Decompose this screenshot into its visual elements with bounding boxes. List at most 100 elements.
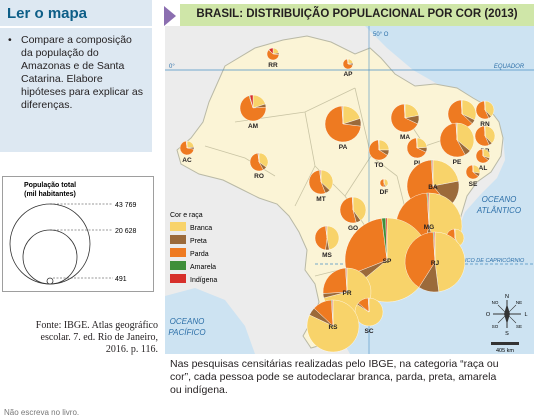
pie-rr: RR: [266, 47, 280, 69]
note-text: Nas pesquisas censitárias realizadas pel…: [170, 358, 499, 396]
color-legend: Cor e raça Branca Preta Parda Amarela Indíge…: [168, 208, 228, 292]
map-svg: EQUADOR 0° 50° O TRÓPICO DE CAPRICÓRNIO …: [165, 26, 534, 354]
atlantic-label-1: OCEANO: [482, 195, 517, 204]
pie-df: DF: [379, 178, 389, 196]
size-value-medium: 20 628: [115, 228, 137, 235]
zero-degree-label: 0°: [169, 64, 175, 70]
pie-slice-rs-indígena: [331, 299, 334, 327]
pie-mt: MT: [308, 169, 334, 203]
state-label-rs: RS: [328, 324, 338, 331]
pie-slice-rj-indígena: [433, 231, 436, 263]
color-legend-title: Cor e raça: [170, 212, 203, 219]
pie-slice-pe-indígena: [456, 122, 458, 141]
state-label-to: TO: [375, 162, 384, 169]
state-label-go: GO: [348, 225, 358, 232]
pie-am: AM: [239, 94, 267, 130]
color-legend-items: Branca Preta Parda Amarela Indígena: [170, 222, 217, 284]
pie-slice-rn-branca: [484, 100, 495, 117]
pie-ms: MS: [314, 225, 340, 259]
state-label-pr: PR: [342, 290, 351, 297]
pie-ro: RO: [249, 152, 269, 180]
pie-slice-ma-parda: [390, 103, 418, 133]
legend-swatch-indígena: [170, 274, 186, 283]
legend-label-amarela: Amarela: [190, 264, 216, 271]
compass-se: SE: [516, 324, 522, 329]
pie-slice-am-parda: [239, 95, 267, 122]
pie-slice-rj-branca: [434, 231, 466, 292]
pie-slice-ms-parda: [314, 225, 328, 251]
size-circle-large: [9, 203, 91, 285]
pie-pe: PE: [439, 122, 475, 166]
pie-slice-to-parda: [368, 139, 388, 161]
state-label-rn: RN: [480, 121, 490, 128]
pie-to: TO: [368, 139, 390, 169]
pie-ma: MA: [390, 103, 420, 141]
state-label-sc: SC: [364, 328, 373, 335]
compass-no: NO: [492, 300, 499, 305]
tropic-label: TRÓPICO DE CAPRICÓRNIO: [450, 257, 525, 264]
state-label-se: SE: [469, 181, 478, 188]
pie-slice-pb-branca: [484, 125, 496, 144]
compass-n: N: [505, 294, 509, 300]
pie-slice-pb-parda: [474, 125, 490, 147]
footer-text: Não escreva no livro.: [4, 408, 80, 417]
pie-slice-am-indígena: [249, 94, 254, 109]
scale-bar: 405 km: [491, 342, 519, 354]
compass-ne: NE: [516, 300, 522, 305]
read-map-title: Ler o mapa: [7, 5, 88, 22]
pie-slice-pe-branca: [456, 122, 475, 152]
pacific-ocean: [165, 288, 255, 354]
pie-slice-pr-parda: [322, 267, 348, 294]
pacific-label-2: PACÍFICO: [168, 328, 205, 337]
legend-swatch-branca: [170, 222, 186, 231]
pie-rs: RS: [306, 299, 360, 353]
state-label-al: AL: [479, 165, 488, 172]
size-legend-svg: População total (mil habitantes) 43 769 …: [9, 182, 137, 285]
pie-slice-ms-indígena: [326, 225, 328, 239]
pie-slice-go-parda: [339, 196, 357, 224]
state-pies: RRAPAMPAMACERNPBPEALSEPIACROTOBAMTDFGOMG…: [179, 47, 496, 353]
pie-slice-al-parda: [475, 148, 489, 164]
pie-slice-mt-branca: [320, 169, 334, 191]
pie-pi: PI: [406, 137, 428, 167]
legend-label-preta: Preta: [190, 238, 207, 245]
pie-slice-rr-indígena: [268, 47, 274, 55]
legend-swatch-amarela: [170, 261, 186, 270]
pie-slice-se-parda: [465, 164, 479, 180]
pie-slice-ce-parda: [447, 99, 473, 129]
state-label-ma: MA: [400, 134, 410, 141]
pie-rn: RN: [475, 100, 495, 128]
state-label-pe: PE: [453, 159, 462, 166]
compass-l: L: [524, 312, 527, 318]
pie-slice-pa-indígena: [342, 105, 344, 125]
brazil-map: EQUADOR 0° 50° O TRÓPICO DE CAPRICÓRNIO …: [165, 26, 534, 354]
pie-al: AL: [475, 148, 491, 172]
pie-slice-ro-indígena: [258, 152, 260, 163]
state-label-am: AM: [248, 123, 258, 130]
map-title: BRASIL: DISTRIBUIÇÃO POPULACIONAL POR CO…: [196, 8, 518, 20]
lon50-label: 50° O: [373, 32, 389, 38]
pie-go: GO: [339, 196, 367, 232]
legend-label-indígena: Indígena: [190, 277, 217, 284]
pie-ap: AP: [342, 58, 354, 78]
pie-slice-sp-indígena: [385, 217, 388, 261]
legend-label-parda: Parda: [190, 251, 209, 258]
pie-slice-pe-parda: [439, 122, 466, 158]
pie-slice-rj-parda: [404, 231, 436, 288]
pie-slice-mt-parda: [308, 169, 326, 195]
state-label-pi: PI: [414, 160, 420, 167]
pie-slice-pi-parda: [406, 137, 427, 159]
compass-o: O: [486, 312, 491, 318]
pie-rj: RJ: [404, 231, 466, 293]
pie-ac: AC: [179, 140, 195, 164]
state-label-rj: RJ: [431, 260, 440, 267]
pie-slice-df-parda: [379, 178, 385, 188]
bullet-icon: •: [8, 34, 12, 46]
compass-so: SO: [492, 324, 499, 329]
arrow-icon: [164, 6, 176, 26]
size-legend-title-2: (mil habitantes): [24, 191, 76, 198]
color-legend-svg: Cor e raça Branca Preta Parda Amarela Indíge…: [170, 212, 217, 284]
pie-slice-rn-parda: [475, 100, 490, 120]
state-label-df: DF: [380, 189, 389, 196]
compass-rose: N S L O NE NO SE SO: [486, 294, 528, 337]
